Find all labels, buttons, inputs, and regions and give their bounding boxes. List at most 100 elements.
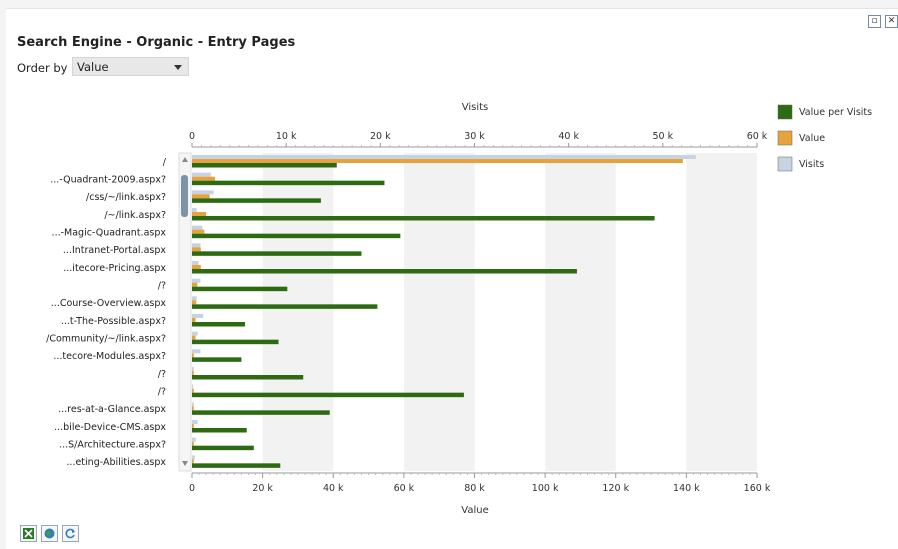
top-axis-tick-label: 40 k (558, 131, 579, 142)
bar-value (192, 335, 196, 340)
bar-value (192, 371, 194, 375)
bar-visits (192, 402, 194, 407)
bar-value-per-visits (192, 428, 247, 433)
grid-band (262, 153, 334, 471)
bar-visits (192, 225, 203, 230)
top-axis-title: Visits (462, 102, 489, 113)
bar-value (192, 176, 215, 181)
category-label: ...tecore-Modules.aspx? (53, 351, 166, 362)
bottom-axis-tick-label: 160 k (744, 483, 771, 494)
grid-band (403, 153, 475, 471)
scrollbar-thumb[interactable] (181, 175, 188, 217)
bar-visits (192, 243, 201, 248)
top-axis-tick-label: 0 (189, 131, 195, 142)
top-axis-tick-label: 60 k (747, 131, 768, 142)
order-by-select[interactable]: Value (72, 57, 189, 76)
scroll-up-icon[interactable] (182, 157, 188, 162)
bar-value-per-visits (192, 198, 321, 203)
report-panel: ▫ ✕ Search Engine - Organic - Entry Page… (6, 8, 898, 549)
order-by-value: Value (77, 60, 109, 74)
bottom-axis-tick-label: 80 k (464, 483, 485, 494)
bar-visits (192, 420, 198, 424)
bar-value (192, 229, 205, 234)
globe-icon[interactable] (41, 525, 58, 542)
top-axis-tick-label: 50 k (653, 131, 674, 142)
bar-value (192, 388, 194, 393)
bar-value (192, 318, 196, 322)
legend-swatch (777, 104, 793, 120)
bottom-axis-tick-label: 40 k (323, 483, 344, 494)
bar-visits (192, 155, 696, 159)
bar-value-per-visits (192, 233, 401, 239)
bar-visits (192, 314, 204, 318)
bottom-axis-tick-label: 60 k (394, 483, 415, 494)
bar-visits (192, 208, 197, 212)
top-axis-tick-label: 20 k (370, 131, 391, 142)
bar-visits (192, 296, 197, 301)
bar-visits (192, 190, 214, 195)
bar-value (192, 194, 210, 199)
bottom-axis-tick-label: 120 k (602, 483, 629, 494)
bottom-axis-tick-label: 140 k (673, 483, 700, 494)
category-label: ...t-The-Possible.aspx? (61, 316, 166, 327)
bottom-axis-title: Value (461, 505, 488, 516)
bar-value-per-visits (192, 375, 304, 380)
refresh-icon[interactable] (62, 525, 79, 542)
bar-value-per-visits (192, 445, 254, 451)
chevron-down-icon (174, 65, 182, 70)
window-controls: ▫ ✕ (868, 15, 898, 28)
bar-value-per-visits (192, 269, 577, 274)
bar-value-per-visits (192, 216, 655, 221)
category-label: ...Intranet-Portal.aspx (63, 245, 166, 256)
chart-legend: Value per Visits Value Visits (777, 104, 872, 172)
bar-value-per-visits (192, 163, 337, 168)
close-icon[interactable]: ✕ (885, 15, 898, 28)
restore-icon[interactable]: ▫ (868, 15, 881, 28)
bar-value-per-visits (192, 304, 378, 309)
category-label: /css/~/link.aspx? (86, 192, 166, 203)
top-axis-tick-label: 30 k (464, 131, 485, 142)
bottom-axis-tick-label: 20 k (252, 483, 273, 494)
order-by-label: Order by (17, 61, 68, 75)
top-axis-tick-label: 10 k (276, 131, 297, 142)
category-label: /? (158, 387, 166, 398)
category-label: /? (158, 281, 166, 292)
bar-visits (192, 261, 199, 265)
category-label: /~/link.aspx? (104, 210, 166, 221)
category-label: ...Course-Overview.aspx (51, 298, 167, 309)
excel-export-icon[interactable] (20, 525, 37, 542)
scroll-down-icon[interactable] (182, 461, 188, 466)
bar-visits (192, 349, 201, 354)
category-label: ...-Quadrant-2009.aspx? (50, 175, 166, 186)
bar-visits (192, 367, 194, 371)
bar-value (192, 406, 194, 411)
grid-band (545, 153, 616, 471)
bar-value (192, 424, 194, 428)
bar-value-per-visits (192, 180, 385, 186)
footer-toolbar (20, 525, 79, 542)
category-label: /Community/~/link.aspx? (46, 334, 166, 345)
category-label: ...eting-Abilities.aspx (66, 457, 166, 468)
category-label: ...S/Architecture.aspx? (59, 440, 166, 451)
category-label: ...bile-Device-CMS.aspx (54, 422, 166, 433)
legend-swatch (777, 156, 793, 172)
bar-value-per-visits (192, 410, 330, 415)
bar-value (192, 353, 194, 358)
category-label: / (163, 157, 167, 168)
bar-value-per-visits (192, 251, 362, 256)
page-title: Search Engine - Organic - Entry Pages (17, 35, 296, 50)
bar-value-per-visits (192, 286, 288, 292)
bar-value (192, 459, 194, 464)
bar-value-per-visits (192, 463, 281, 468)
category-label: ...-Magic-Quadrant.aspx (52, 228, 167, 239)
bar-value (192, 159, 683, 163)
bar-value-per-visits (192, 322, 245, 327)
vertical-scrollbar[interactable] (178, 152, 192, 472)
bar-value-per-visits (192, 339, 279, 345)
bar-value (192, 300, 197, 305)
bar-visits (192, 437, 196, 442)
grid-band (686, 153, 757, 471)
bar-value (192, 282, 198, 287)
legend-swatch (777, 130, 793, 146)
category-label: ...res-at-a-Glance.aspx (58, 404, 166, 415)
